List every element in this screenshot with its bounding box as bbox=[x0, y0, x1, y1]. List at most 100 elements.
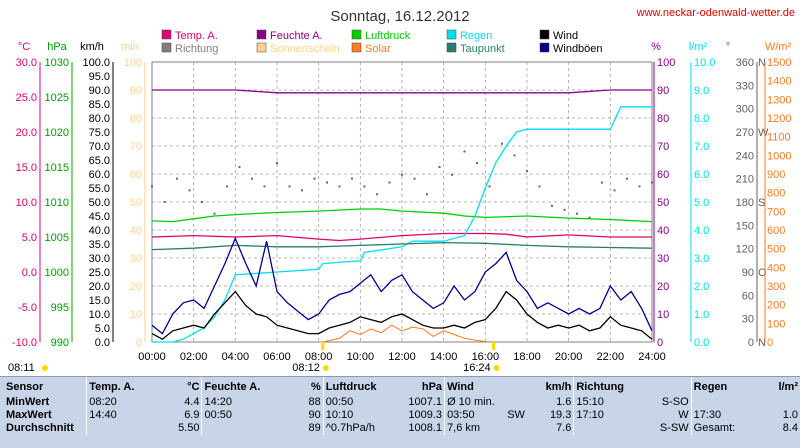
stats-cell: 00:50 bbox=[201, 409, 275, 422]
direction-point bbox=[426, 193, 428, 196]
direction-point bbox=[588, 216, 591, 219]
hpa-axis-unit: hPa bbox=[47, 41, 67, 53]
sun-icon bbox=[42, 365, 48, 371]
stats-cell: 14:20 bbox=[201, 396, 275, 409]
kmh-axis-tick: 0.0 bbox=[95, 337, 110, 349]
direction-point bbox=[401, 173, 403, 176]
stats-cell: S-SW bbox=[659, 422, 689, 434]
pct-axis-tick: 100 bbox=[657, 57, 675, 69]
temp-axis-tick: 20.0 bbox=[16, 127, 37, 139]
kmh-axis-unit: km/h bbox=[80, 41, 104, 53]
stats-cell: W bbox=[678, 409, 689, 421]
x-tick-label: 12:00 bbox=[388, 351, 416, 363]
min-axis-tick: 60 bbox=[130, 169, 142, 181]
min-axis-tick: 90 bbox=[130, 85, 142, 97]
stats-cell: 1.0 bbox=[782, 409, 798, 421]
x-tick-label: 24:00 bbox=[638, 351, 666, 363]
deg-axis-tick: 180 bbox=[736, 197, 754, 209]
direction-point bbox=[163, 201, 166, 203]
direction-point bbox=[151, 185, 153, 188]
kmh-axis-tick: 20.0 bbox=[89, 281, 110, 293]
wm2-axis-tick: 600 bbox=[767, 225, 785, 237]
pct-axis-tick: 90 bbox=[657, 85, 669, 97]
stats-header-temp: Temp. A. bbox=[86, 377, 152, 396]
kmh-axis-tick: 60.0 bbox=[89, 169, 110, 181]
direction-point bbox=[451, 173, 453, 176]
pct-axis-tick: 80 bbox=[657, 113, 669, 125]
min-axis-tick: 30 bbox=[130, 253, 142, 265]
stats-cell: 17:30 bbox=[690, 409, 756, 422]
wm2-axis-tick: 1000 bbox=[767, 150, 791, 162]
deg-axis-tick: 60 bbox=[742, 290, 754, 302]
stats-cell: 17:10 bbox=[573, 409, 653, 422]
stats-cell: 88 bbox=[308, 396, 321, 408]
x-tick-label: 22:00 bbox=[597, 351, 625, 363]
kmh-axis-tick: 5.0 bbox=[95, 323, 110, 335]
direction-point bbox=[238, 166, 241, 168]
stats-header-feuchte: Feuchte A. bbox=[201, 377, 275, 396]
kmh-axis-tick: 70.0 bbox=[89, 141, 110, 153]
deg-axis-tick: 30 bbox=[742, 314, 754, 326]
min-axis-tick: 10 bbox=[130, 309, 142, 321]
direction-point bbox=[638, 185, 641, 188]
sunrise-time-left: 08:11 bbox=[8, 362, 35, 374]
direction-point bbox=[276, 162, 278, 165]
legend-swatch bbox=[539, 29, 550, 40]
stats-cell: ^0.7hPa/h bbox=[322, 422, 398, 435]
deg-axis-tick: 330 bbox=[736, 80, 754, 92]
temp-axis-unit: °C bbox=[18, 41, 30, 53]
direction-point bbox=[488, 185, 491, 188]
pct-axis-tick: 10 bbox=[657, 309, 669, 321]
direction-point bbox=[501, 142, 503, 145]
deg-axis-tick: 120 bbox=[736, 244, 754, 256]
stats-cell: 1008.1 bbox=[408, 422, 443, 434]
lm2-axis-tick: 2.0 bbox=[694, 281, 709, 293]
wm2-axis-tick: 100 bbox=[767, 318, 785, 330]
deg-axis-tick: 0 bbox=[748, 337, 754, 349]
wm2-axis-tick: 1100 bbox=[767, 132, 791, 144]
wm2-axis-tick: 1400 bbox=[767, 76, 791, 88]
direction-point bbox=[251, 177, 253, 180]
legend-swatch bbox=[161, 29, 172, 40]
direction-point bbox=[613, 189, 616, 192]
lm2-axis-tick: 10.0 bbox=[694, 57, 715, 69]
direction-point bbox=[263, 185, 266, 188]
direction-point bbox=[351, 177, 353, 180]
kmh-axis-tick: 25.0 bbox=[89, 267, 110, 279]
direction-point bbox=[563, 208, 566, 211]
wm2-axis-tick: 700 bbox=[767, 206, 785, 218]
stats-cell: 08:20 bbox=[86, 396, 152, 409]
kmh-axis-tick: 85.0 bbox=[89, 99, 110, 111]
temp-axis-tick: 0.0 bbox=[22, 267, 37, 279]
stats-cell: Ø 10 min. bbox=[444, 396, 506, 409]
deg-axis-tick: 90 bbox=[742, 267, 754, 279]
direction-point bbox=[188, 189, 191, 192]
chart-title: Sonntag, 16.12.2012 bbox=[330, 8, 469, 25]
pct-axis-tick: 50 bbox=[657, 197, 669, 209]
direction-point bbox=[338, 185, 341, 188]
deg-axis-tick: 210 bbox=[736, 174, 754, 186]
stats-header-luftdruck: Luftdruck bbox=[322, 377, 398, 396]
direction-point bbox=[463, 150, 466, 153]
min-axis-tick: 0 bbox=[136, 337, 142, 349]
hpa-axis-tick: 1015 bbox=[45, 162, 69, 174]
wm2-axis-tick: 300 bbox=[767, 281, 785, 293]
deg-axis-tick: 240 bbox=[736, 150, 754, 162]
direction-point bbox=[326, 181, 328, 184]
legend-label: Feuchte A. bbox=[270, 30, 323, 42]
pct-axis-tick: 40 bbox=[657, 225, 669, 237]
min-axis-tick: 20 bbox=[130, 281, 142, 293]
stats-cell: 14:40 bbox=[86, 409, 152, 422]
stats-header-luftdruck-unit: hPa bbox=[421, 381, 443, 393]
sun-icon bbox=[493, 365, 500, 371]
lm2-axis-tick: 4.0 bbox=[694, 225, 709, 237]
min-axis-tick: 100 bbox=[124, 57, 142, 69]
hpa-axis-tick: 1010 bbox=[45, 197, 69, 209]
pct-axis-tick: 0 bbox=[657, 337, 663, 349]
hpa-axis-tick: 995 bbox=[51, 302, 69, 314]
lm2-axis-tick: 7.0 bbox=[694, 141, 709, 153]
dir-axis-tick: W bbox=[758, 127, 769, 139]
lm2-axis-tick: 3.0 bbox=[694, 253, 709, 265]
kmh-axis-tick: 65.0 bbox=[89, 155, 110, 167]
